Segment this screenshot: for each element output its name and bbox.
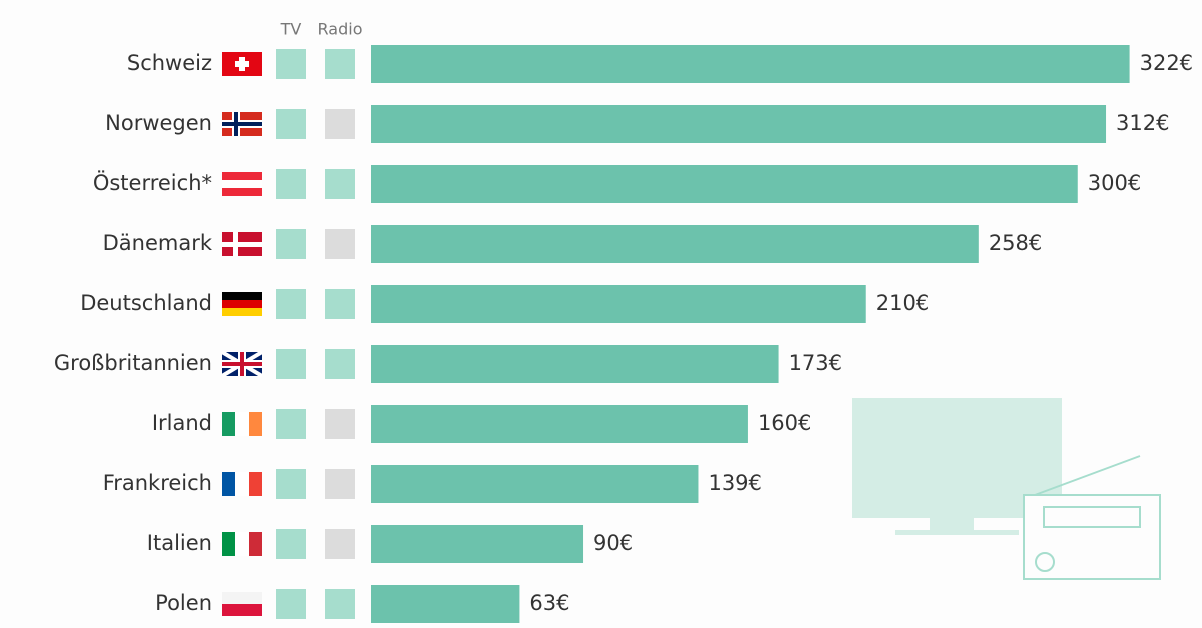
value-label: 173€: [789, 351, 842, 375]
flag-part: [222, 308, 262, 316]
category-label: Norwegen: [105, 111, 212, 135]
indicator: [325, 229, 355, 259]
radio-body: [1023, 494, 1161, 580]
flag: [222, 472, 262, 496]
radio-knob: [1035, 552, 1055, 572]
column-header: TV: [280, 20, 302, 39]
flag: [222, 592, 262, 616]
indicator: [325, 469, 355, 499]
flag-part: [222, 122, 262, 126]
bar: [371, 225, 979, 263]
value-label: 312€: [1116, 111, 1169, 135]
flag-part: [222, 180, 262, 188]
category-label: Österreich*: [93, 170, 212, 195]
tv-radio-illustration: [852, 398, 1161, 580]
flag-part: [222, 412, 235, 436]
indicator: [325, 169, 355, 199]
radio-display: [1043, 506, 1141, 528]
flag-part: [222, 242, 262, 247]
category-label: Großbritannien: [54, 351, 212, 375]
bar: [371, 165, 1078, 203]
category-label: Italien: [147, 531, 212, 555]
indicator: [276, 169, 306, 199]
bar: [371, 345, 779, 383]
flag: [222, 172, 262, 196]
column-header: Radio: [318, 20, 363, 39]
indicator: [325, 349, 355, 379]
category-label: Dänemark: [103, 231, 213, 255]
flag: [222, 52, 262, 76]
indicator: [276, 589, 306, 619]
value-label: 300€: [1088, 171, 1141, 195]
value-label: 90€: [593, 531, 633, 555]
flag-part: [249, 412, 262, 436]
flag-part: [222, 292, 262, 300]
tv-stand: [930, 518, 974, 530]
flag: [222, 232, 262, 256]
indicator: [325, 49, 355, 79]
indicator: [325, 289, 355, 319]
flag: [222, 532, 262, 556]
indicator: [325, 109, 355, 139]
flag: [222, 292, 262, 316]
indicator: [276, 109, 306, 139]
flag-part: [222, 604, 262, 616]
flag-part: [235, 412, 249, 436]
category-label: Frankreich: [103, 471, 212, 495]
indicator: [276, 49, 306, 79]
flag-part: [222, 300, 262, 308]
bar: [371, 105, 1107, 143]
category-label: Polen: [155, 591, 212, 615]
flag-part: [235, 61, 249, 67]
indicator: [276, 349, 306, 379]
flag: [222, 112, 262, 136]
bar: [371, 585, 520, 623]
indicator: [325, 589, 355, 619]
flag-part: [222, 592, 262, 604]
category-label: Irland: [152, 411, 212, 435]
bar: [371, 525, 584, 563]
value-label: 160€: [758, 411, 811, 435]
bar: [371, 45, 1130, 83]
bar: [371, 285, 866, 323]
flag-part: [222, 532, 235, 556]
bar: [371, 405, 748, 443]
indicator: [276, 469, 306, 499]
value-label: 210€: [876, 291, 929, 315]
flag-part: [235, 472, 249, 496]
indicator: [276, 529, 306, 559]
value-label: 139€: [708, 471, 761, 495]
flag-part: [235, 532, 249, 556]
category-label: Schweiz: [127, 51, 212, 75]
tv-base: [895, 530, 1019, 535]
radio-antenna: [1034, 455, 1141, 496]
value-label: 258€: [989, 231, 1042, 255]
flag-part: [249, 532, 262, 556]
indicator: [325, 529, 355, 559]
bar: [371, 465, 699, 503]
value-label: 322€: [1140, 51, 1193, 75]
indicator: [276, 409, 306, 439]
flag-part: [222, 362, 262, 366]
value-label: 63€: [529, 591, 569, 615]
flag: [220, 350, 264, 378]
indicator: [276, 289, 306, 319]
category-label: Deutschland: [80, 291, 212, 315]
flag-part: [249, 472, 262, 496]
flag: [222, 412, 262, 436]
indicator: [325, 409, 355, 439]
flag-part: [222, 472, 235, 496]
indicator: [276, 229, 306, 259]
